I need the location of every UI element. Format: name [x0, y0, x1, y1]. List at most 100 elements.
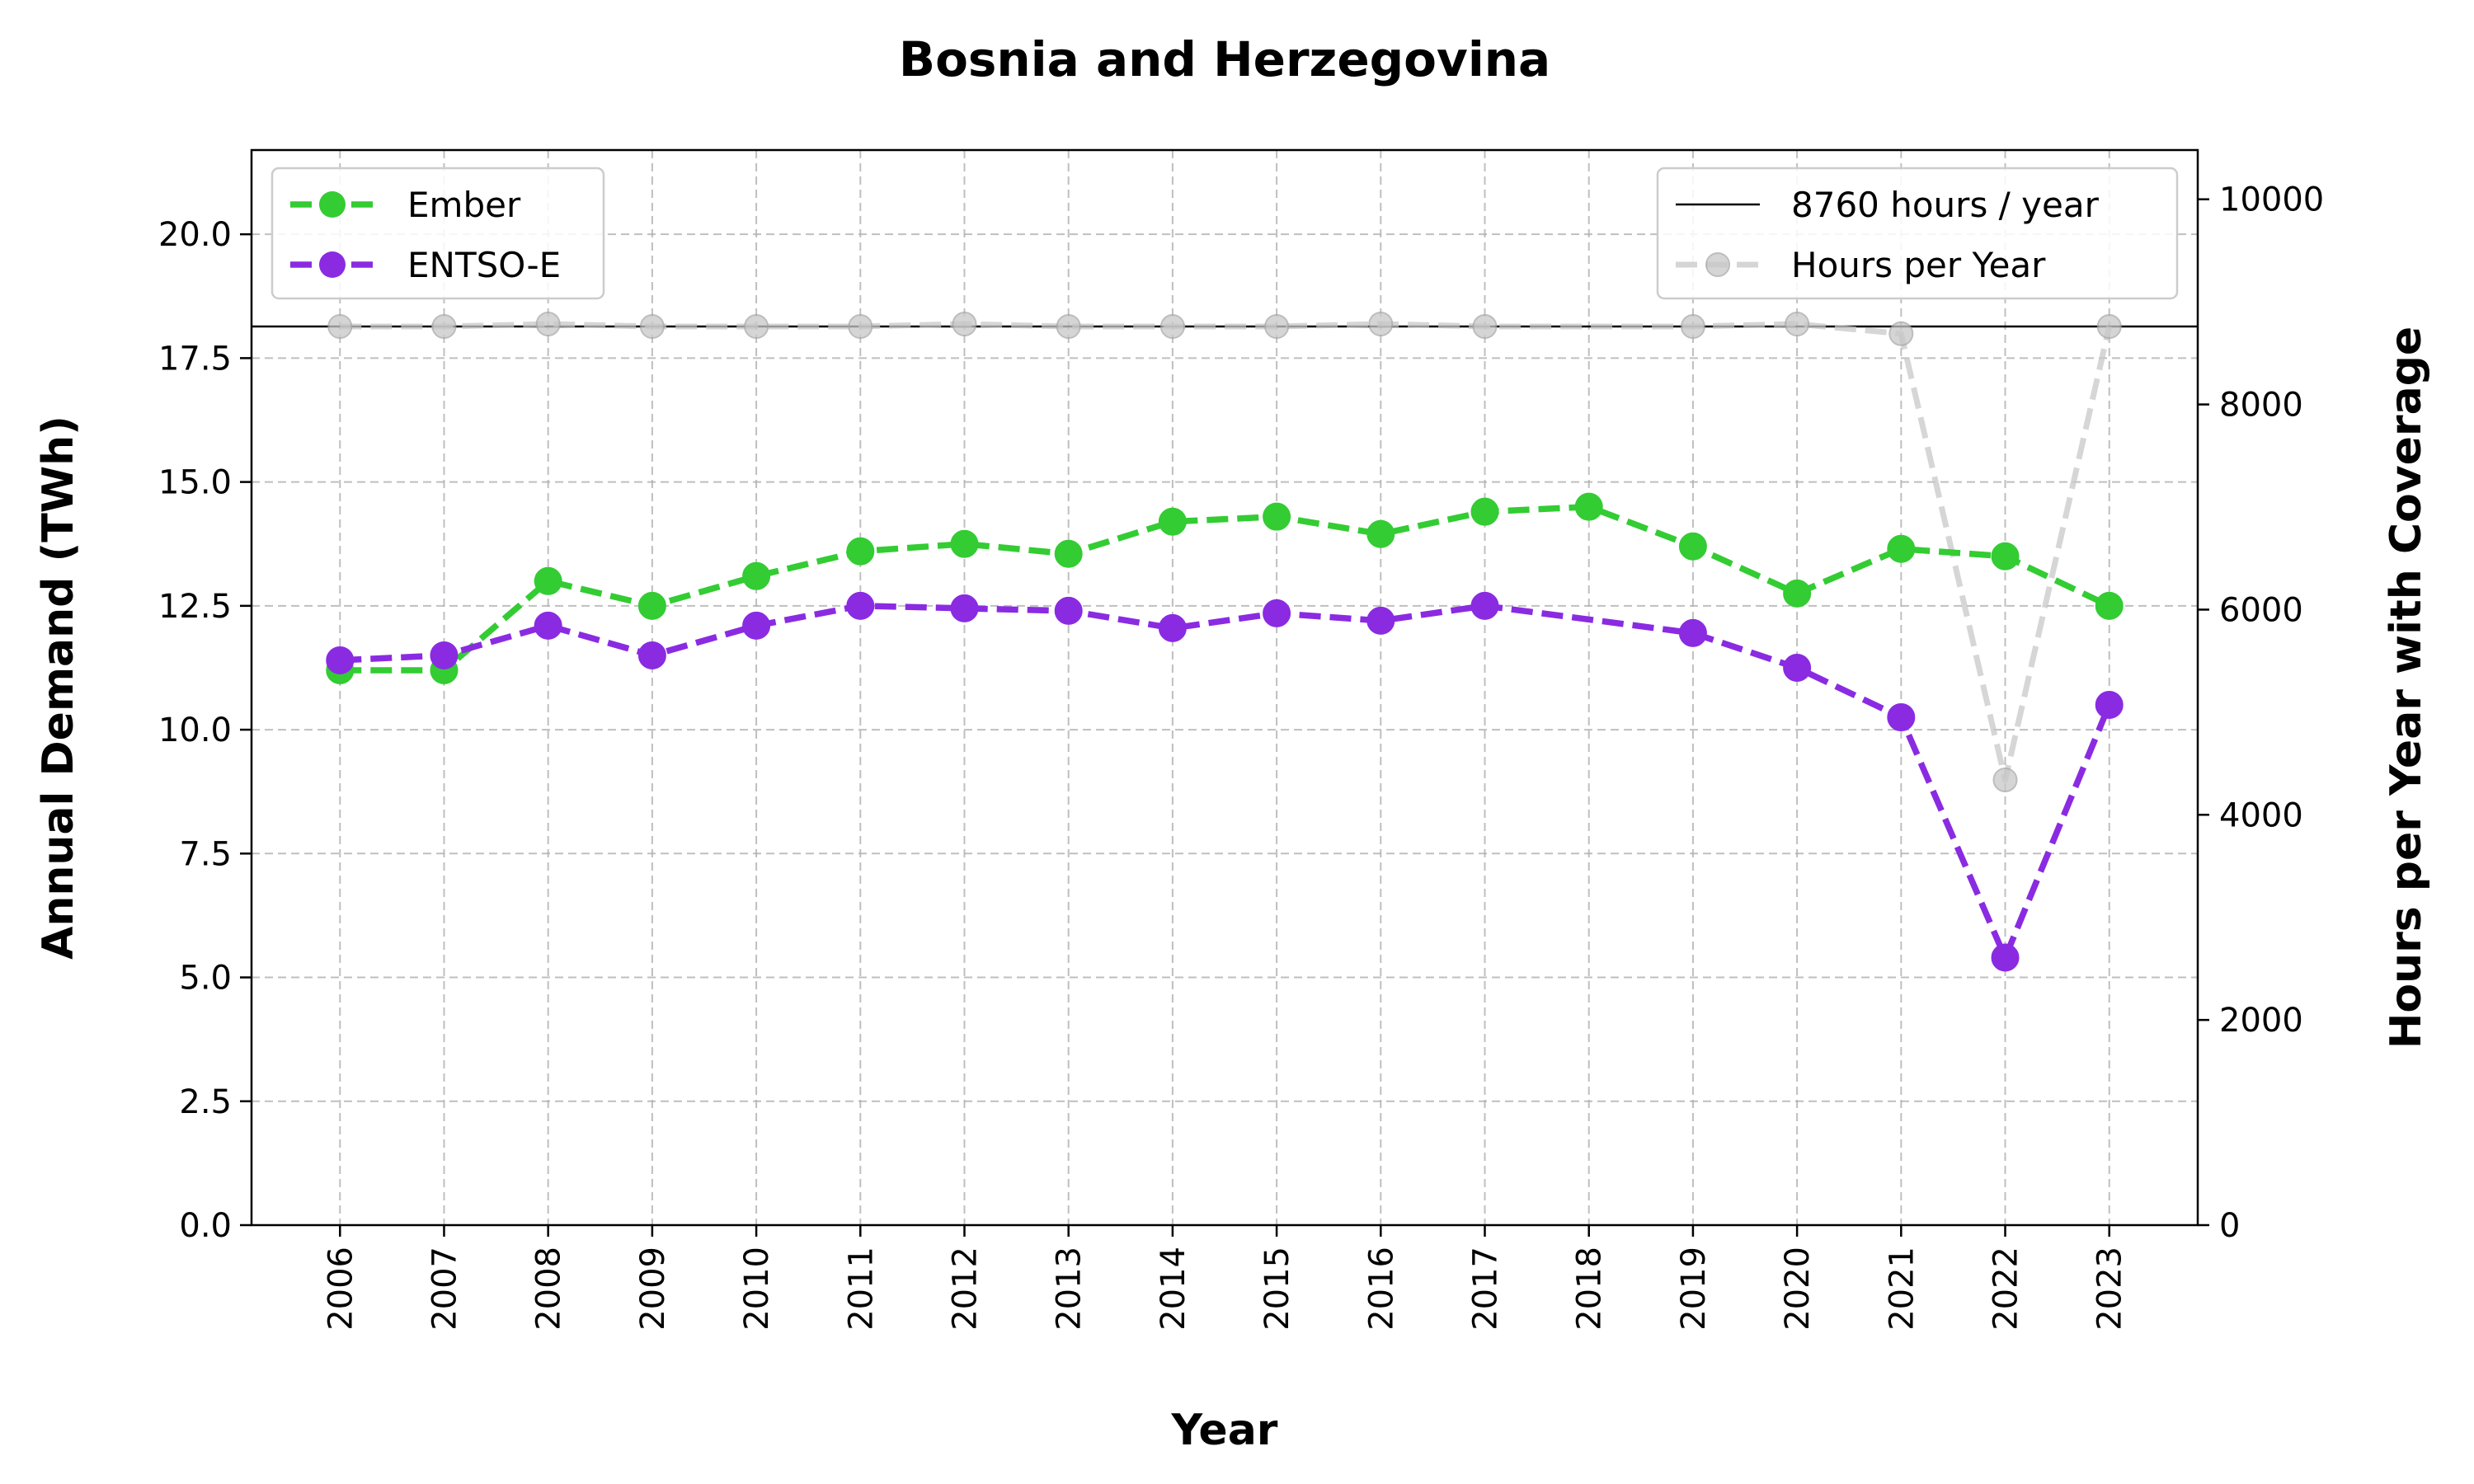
data-point: [1472, 314, 1498, 340]
legend-left: Ember ENTSO-E: [270, 167, 605, 300]
x-tick-label: 2016: [1362, 1247, 1400, 1331]
data-point: [1680, 314, 1705, 340]
legend-swatch-marker: [319, 251, 346, 278]
legend-swatch-marker: [1705, 252, 1730, 277]
data-point: [534, 566, 562, 595]
data-point: [326, 646, 355, 674]
right-y-tick-label: 8000: [2219, 387, 2303, 425]
data-point: [1470, 497, 1499, 526]
axes: 2006 2007 2008 2009 2010 2011 2012 2013 2014 2015…: [158, 181, 2324, 1331]
series-line: [340, 503, 2111, 674]
data-point: [637, 591, 666, 620]
data-point: [1158, 507, 1187, 536]
data-point: [1263, 502, 1291, 531]
data-point: [1992, 767, 2018, 792]
legend-label: Hours per Year: [1791, 245, 2046, 285]
data-point: [2096, 314, 2122, 340]
legend-frame: [1656, 167, 2179, 300]
x-tick-label: 2013: [1051, 1247, 1089, 1331]
chart-title: Bosnia and Herzegovina: [899, 31, 1550, 87]
legend-swatch-marker: [319, 191, 346, 218]
x-tick-label: 2022: [1987, 1247, 2025, 1331]
x-tick-label: 2011: [842, 1247, 880, 1331]
data-point: [1470, 591, 1499, 620]
y-tick-label: 10.0: [158, 711, 232, 749]
y-tick-label: 5.0: [179, 960, 232, 998]
x-tick-label: 2007: [426, 1247, 463, 1331]
x-tick-label: 2019: [1675, 1247, 1713, 1331]
data-point: [742, 611, 771, 640]
series-hours-per-year: [327, 312, 2122, 792]
x-tick-label: 2017: [1467, 1247, 1505, 1331]
series-layer: [252, 312, 2198, 972]
grid: [252, 150, 2198, 1226]
data-point: [1783, 579, 1812, 608]
data-point: [1054, 539, 1083, 568]
data-point: [431, 314, 457, 340]
y-tick-label: 2.5: [179, 1083, 232, 1121]
data-point: [1368, 312, 1394, 337]
right-y-axis-title: Hours per Year with Coverage: [2382, 326, 2431, 1049]
y-tick-label: 20.0: [158, 216, 232, 254]
series-entso-e: [326, 591, 2124, 972]
data-point: [1159, 314, 1185, 340]
data-point: [1678, 618, 1707, 647]
data-point: [1887, 534, 1916, 563]
right-y-tick-label: 10000: [2219, 181, 2324, 219]
data-point: [952, 312, 977, 337]
series-ember: [326, 492, 2124, 684]
data-point: [744, 314, 769, 340]
x-tick-label: 2020: [1779, 1247, 1817, 1331]
data-point: [2095, 691, 2124, 720]
x-tick-label: 2018: [1571, 1247, 1609, 1331]
data-point: [950, 594, 979, 622]
data-point: [637, 641, 666, 669]
data-point: [1264, 314, 1290, 340]
data-point: [950, 529, 979, 558]
legend-label: 8760 hours / year: [1791, 185, 2100, 225]
data-point: [1887, 703, 1916, 732]
x-tick-label: 2014: [1155, 1247, 1192, 1331]
data-point: [742, 561, 771, 590]
data-point: [535, 312, 561, 337]
series-line: [340, 321, 2113, 783]
x-tick-label: 2009: [634, 1247, 672, 1331]
data-point: [534, 611, 562, 640]
x-tick-label: 2012: [946, 1247, 984, 1331]
data-point: [1263, 599, 1291, 627]
x-tick-label: 2023: [2091, 1247, 2129, 1331]
right-y-tick-label: 4000: [2219, 796, 2303, 834]
right-y-tick-label: 6000: [2219, 591, 2303, 629]
x-tick-label: 2015: [1258, 1247, 1296, 1331]
legend-entry: Ember: [290, 185, 521, 225]
legend-entry: 8760 hours / year: [1676, 185, 2100, 225]
data-point: [1574, 492, 1603, 521]
data-point: [1158, 613, 1187, 642]
x-tick-label: 2021: [1883, 1247, 1921, 1331]
data-point: [846, 537, 875, 566]
y-tick-label: 17.5: [158, 340, 232, 378]
y-tick-label: 0.0: [179, 1207, 232, 1245]
data-point: [1991, 943, 2020, 972]
data-point: [848, 314, 873, 340]
legend-label: ENTSO-E: [407, 245, 561, 285]
legend-entry: Hours per Year: [1676, 245, 2046, 285]
data-point: [1785, 312, 1810, 337]
series-line: [340, 603, 2113, 961]
data-point: [327, 314, 353, 340]
y-tick-label: 15.0: [158, 464, 232, 502]
y-axis-title: Annual Demand (TWh): [34, 416, 83, 960]
data-point: [846, 591, 875, 620]
data-point: [1888, 321, 1914, 346]
x-tick-label: 2010: [738, 1247, 776, 1331]
data-point: [1783, 653, 1812, 682]
data-point: [639, 314, 665, 340]
data-point: [1991, 542, 2020, 571]
data-point: [2095, 591, 2124, 620]
x-tick-label: 2008: [530, 1247, 568, 1331]
data-point: [430, 641, 459, 669]
data-point: [1054, 596, 1083, 625]
data-point: [1056, 314, 1081, 340]
plot-frame: [250, 148, 2199, 1227]
